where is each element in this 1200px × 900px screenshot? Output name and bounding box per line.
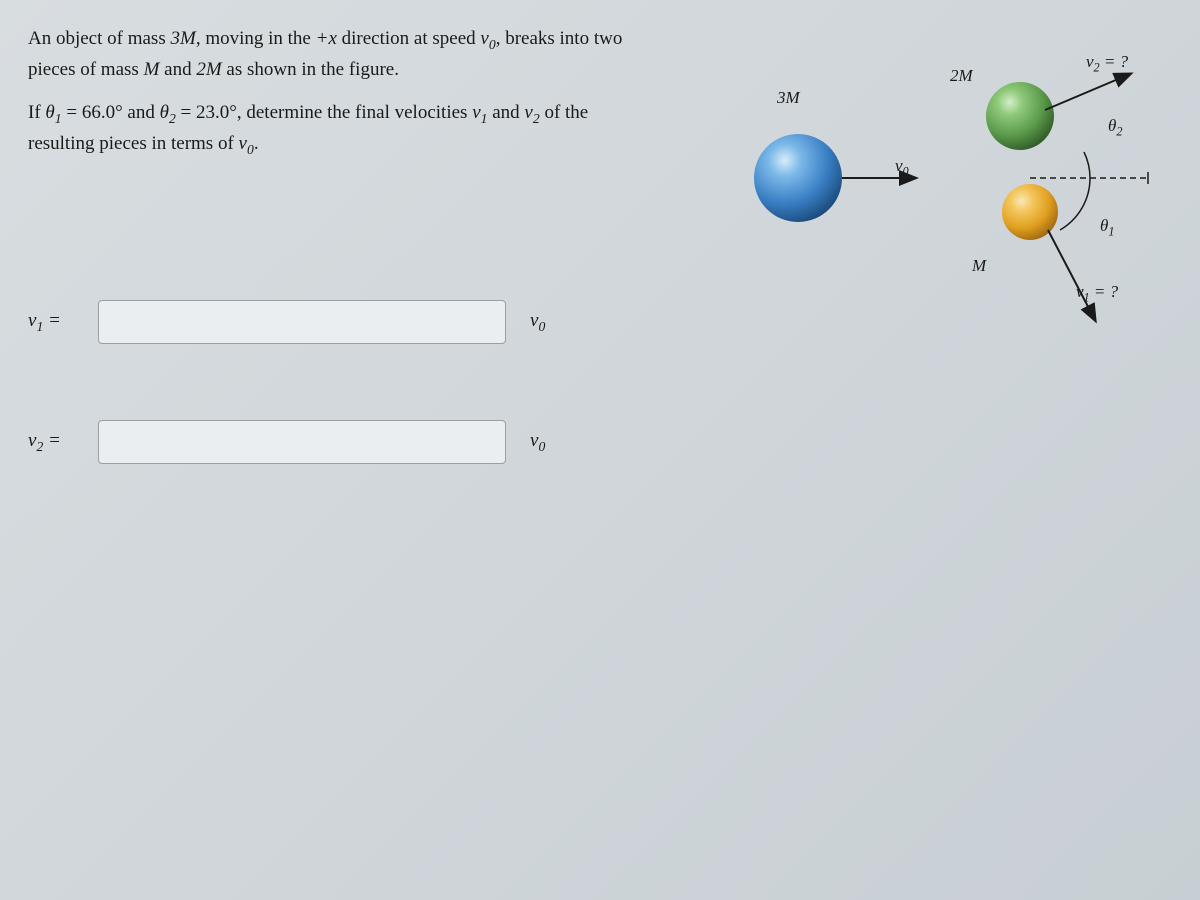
arrow-v2 xyxy=(1045,74,1130,110)
answer-section: v1 = v0 v2 = v0 xyxy=(28,300,545,540)
label-2m: 2M xyxy=(950,66,973,86)
problem-text: An object of mass 3M, moving in the +x d… xyxy=(28,24,628,174)
problem-paragraph-1: An object of mass 3M, moving in the +x d… xyxy=(28,24,628,84)
arrow-v1 xyxy=(1048,230,1095,320)
arc-theta2 xyxy=(1084,152,1090,178)
label-3m: 3M xyxy=(777,88,800,108)
physics-diagram: 3M v0 2M M v2 = ? θ2 θ1 v1 = ? xyxy=(730,60,1170,340)
answer-label-v2: v2 = xyxy=(28,430,98,455)
label-theta1: θ1 xyxy=(1100,216,1114,239)
problem-paragraph-2: If θ1 = 66.0° and θ2 = 23.0°, determine … xyxy=(28,98,628,160)
label-v1-question: v1 = ? xyxy=(1076,282,1118,305)
ball-initial xyxy=(754,134,842,222)
answer-label-v1: v1 = xyxy=(28,310,98,335)
answer-input-v1[interactable] xyxy=(98,300,506,344)
answer-unit-v2: v0 xyxy=(530,430,545,455)
label-v0: v0 xyxy=(895,156,909,179)
answer-row-v1: v1 = v0 xyxy=(28,300,545,344)
answer-row-v2: v2 = v0 xyxy=(28,420,545,464)
ball-2m xyxy=(986,82,1054,150)
label-theta2: θ2 xyxy=(1108,116,1122,139)
label-m: M xyxy=(972,256,986,276)
label-v2-question: v2 = ? xyxy=(1086,52,1128,75)
answer-input-v2[interactable] xyxy=(98,420,506,464)
answer-unit-v1: v0 xyxy=(530,310,545,335)
arc-theta1 xyxy=(1060,178,1090,230)
